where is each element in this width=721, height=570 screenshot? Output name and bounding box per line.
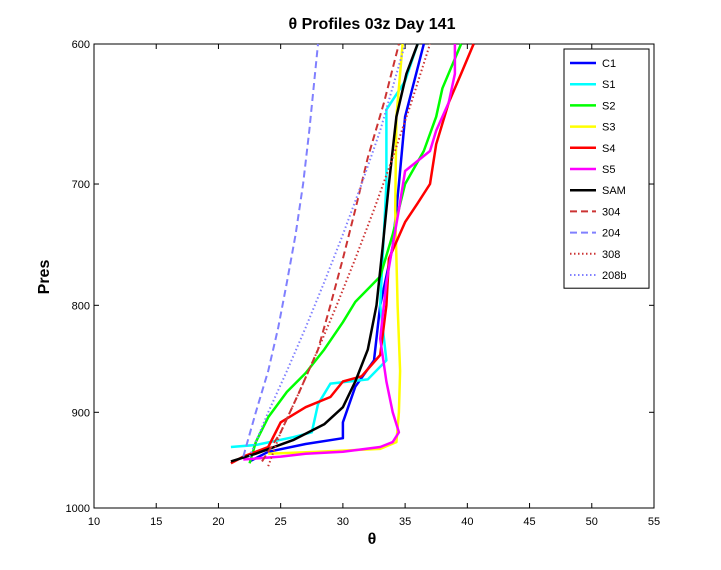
series-line-S4 [230,43,475,465]
legend-label-S3: S3 [602,122,615,134]
chart-title: θ Profiles 03z Day 141 [289,16,456,33]
x-tick-label: 50 [586,516,598,528]
x-axis-ticks: 10 15 20 25 30 35 40 45 50 55 [88,44,660,528]
y-tick-label: 800 [72,300,90,312]
series-line-204 [242,43,319,457]
x-tick-label: 45 [523,516,535,528]
legend-label-S1: S1 [602,79,615,91]
series-line-SAM [230,43,419,463]
y-tick-label: 600 [72,39,90,51]
x-axis-label: θ [368,531,377,548]
series-line-308 [267,43,431,467]
legend: C1 S1 S2 S3 S4 S5 SAM 304 204 308 208b [563,48,650,289]
x-tick-label: 20 [212,516,224,528]
legend-label-304: 304 [602,206,620,218]
x-tick-label: 10 [88,516,100,528]
series-line-304 [261,43,400,462]
y-tick-label: 1000 [66,503,90,515]
x-tick-label: 55 [648,516,660,528]
y-axis-label: Pres [36,260,53,295]
series-line-S5 [243,44,457,461]
legend-label-S4: S4 [602,143,615,155]
series-line-208b [248,43,407,457]
legend-label-C1: C1 [602,58,616,70]
series-line-S2 [248,43,463,464]
y-tick-label: 900 [72,407,90,419]
y-axis-ticks: 600 700 800 900 1000 [66,39,654,515]
x-tick-label: 35 [399,516,411,528]
x-tick-label: 15 [150,516,162,528]
series-layer [230,43,475,467]
x-tick-label: 40 [461,516,473,528]
legend-label-204: 204 [602,228,620,240]
legend-label-208b: 208b [602,270,626,282]
x-tick-label: 25 [275,516,287,528]
legend-label-SAM: SAM [602,185,626,197]
y-tick-label: 700 [72,179,90,191]
legend-label-S2: S2 [602,100,615,112]
legend-label-S5: S5 [602,164,615,176]
plot-area [93,43,655,509]
legend-label-308: 308 [602,249,620,261]
x-tick-label: 30 [337,516,349,528]
